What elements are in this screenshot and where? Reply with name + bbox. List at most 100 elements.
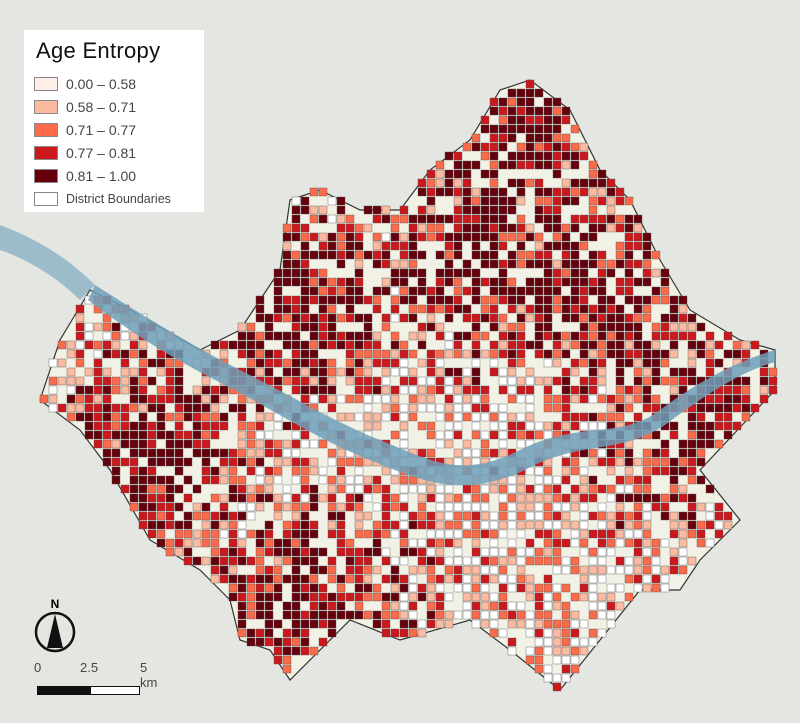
grid-cell — [579, 583, 589, 593]
grid-cell — [480, 520, 490, 530]
grid-cell — [534, 331, 544, 341]
grid-cell — [345, 358, 355, 368]
grid-cell — [624, 484, 634, 494]
grid-cell — [516, 340, 526, 350]
grid-cell — [534, 511, 544, 521]
grid-cell — [462, 214, 472, 224]
grid-cell — [156, 349, 166, 359]
grid-cell — [453, 178, 463, 188]
grid-cell — [561, 133, 571, 143]
grid-cell — [471, 187, 481, 197]
grid-cell — [678, 547, 688, 557]
grid-cell — [705, 349, 715, 359]
grid-cell — [363, 358, 373, 368]
grid-cell — [255, 367, 265, 377]
grid-cell — [444, 421, 454, 431]
grid-cell — [462, 376, 472, 386]
grid-cell — [516, 385, 526, 395]
grid-cell — [606, 259, 616, 269]
grid-cell — [318, 340, 328, 350]
grid-cell — [462, 160, 472, 170]
grid-cell — [615, 511, 625, 521]
grid-cell — [462, 412, 472, 422]
grid-cell — [543, 610, 553, 620]
grid-cell — [579, 394, 589, 404]
grid-cell — [507, 250, 517, 260]
grid-cell — [660, 349, 670, 359]
grid-cell — [174, 367, 184, 377]
grid-cell — [507, 412, 517, 422]
grid-cell — [129, 439, 139, 449]
grid-cell — [453, 187, 463, 197]
grid-cell — [489, 178, 499, 188]
grid-cell — [489, 259, 499, 269]
grid-cell — [300, 241, 310, 251]
grid-cell — [651, 502, 661, 512]
grid-cell — [390, 565, 400, 575]
grid-cell — [453, 394, 463, 404]
grid-cell — [372, 592, 382, 602]
grid-cell — [309, 547, 319, 557]
grid-cell — [624, 295, 634, 305]
grid-cell — [309, 277, 319, 287]
grid-cell — [588, 394, 598, 404]
grid-cell — [75, 385, 85, 395]
grid-cell — [129, 430, 139, 440]
grid-cell — [534, 133, 544, 143]
grid-cell — [597, 592, 607, 602]
grid-cell — [75, 313, 85, 323]
grid-cell — [480, 124, 490, 134]
grid-cell — [606, 610, 616, 620]
grid-cell — [210, 529, 220, 539]
grid-cell — [291, 205, 301, 215]
grid-cell — [462, 187, 472, 197]
grid-cell — [471, 196, 481, 206]
grid-cell — [687, 340, 697, 350]
grid-cell — [426, 169, 436, 179]
grid-cell — [408, 232, 418, 242]
grid-cell — [156, 502, 166, 512]
grid-cell — [111, 385, 121, 395]
grid-cell — [642, 529, 652, 539]
grid-cell — [453, 502, 463, 512]
grid-cell — [543, 295, 553, 305]
grid-cell — [534, 547, 544, 557]
grid-cell — [651, 547, 661, 557]
grid-cell — [390, 367, 400, 377]
grid-cell — [579, 385, 589, 395]
grid-cell — [615, 484, 625, 494]
grid-cell — [435, 547, 445, 557]
grid-cell — [597, 349, 607, 359]
grid-cell — [633, 259, 643, 269]
grid-cell — [678, 466, 688, 476]
grid-cell — [255, 421, 265, 431]
grid-cell — [489, 484, 499, 494]
grid-cell — [417, 268, 427, 278]
grid-cell — [84, 367, 94, 377]
grid-cell — [705, 340, 715, 350]
grid-cell — [327, 295, 337, 305]
grid-cell — [246, 601, 256, 611]
grid-cell — [543, 223, 553, 233]
grid-cell — [588, 232, 598, 242]
grid-cell — [525, 376, 535, 386]
grid-cell — [678, 304, 688, 314]
grid-cell — [147, 376, 157, 386]
scale-label: 2.5 — [80, 660, 99, 675]
grid-cell — [282, 610, 292, 620]
grid-cell — [273, 448, 283, 458]
grid-cell — [561, 403, 571, 413]
grid-cell — [291, 592, 301, 602]
grid-cell — [390, 520, 400, 530]
grid-cell — [417, 340, 427, 350]
grid-cell — [498, 511, 508, 521]
grid-cell — [237, 430, 247, 440]
grid-cell — [210, 493, 220, 503]
grid-cell — [318, 187, 328, 197]
grid-cell — [255, 538, 265, 548]
grid-cell — [282, 601, 292, 611]
grid-cell — [435, 295, 445, 305]
grid-cell — [399, 214, 409, 224]
grid-cell — [345, 313, 355, 323]
